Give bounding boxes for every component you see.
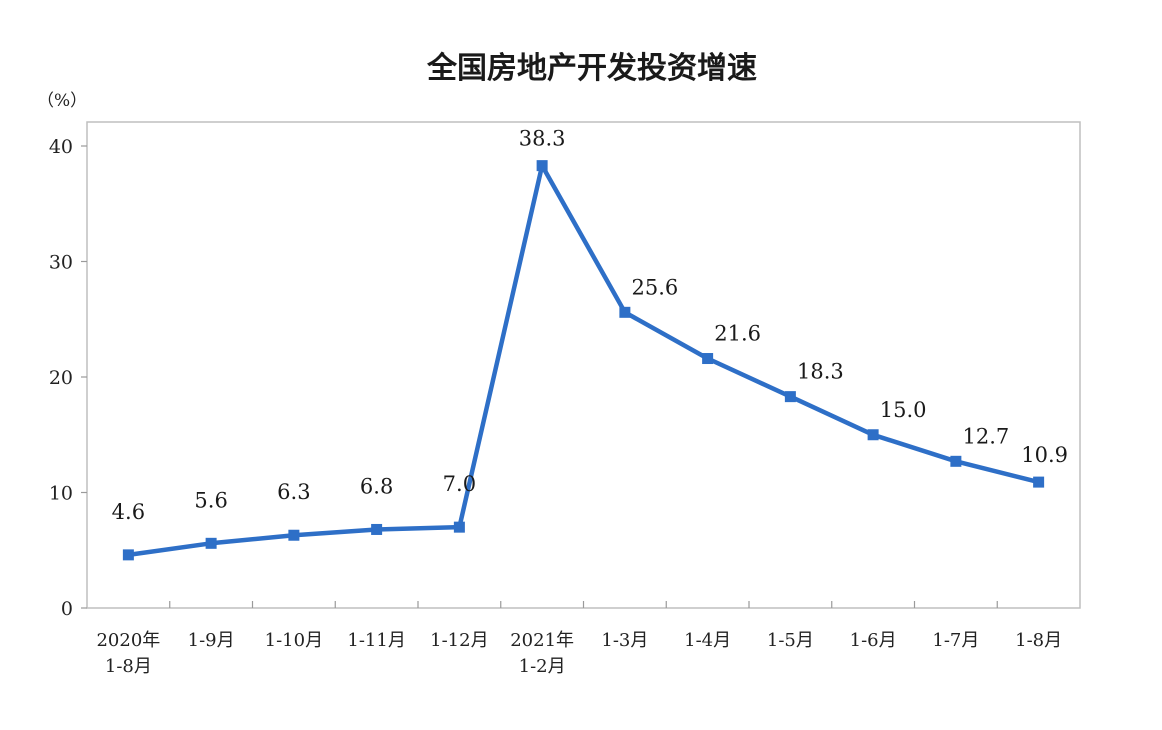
- x-tick-label: 1-7月: [932, 630, 979, 651]
- data-point-marker: [1033, 476, 1045, 488]
- y-tick-label: 10: [49, 483, 73, 505]
- y-tick-label: 0: [61, 598, 73, 620]
- plot-frame: [86, 121, 1081, 609]
- data-label: 7.0: [443, 472, 476, 496]
- data-label: 12.7: [962, 424, 1009, 448]
- x-tick-label: 1-6月: [850, 630, 897, 651]
- x-tick-label: 1-8月: [1015, 630, 1062, 651]
- data-point-marker: [453, 521, 465, 533]
- data-point-marker: [122, 549, 134, 561]
- x-tick-label: 1-12月: [430, 630, 488, 651]
- x-tick-label: 1-4月: [684, 630, 731, 651]
- data-point-marker: [288, 529, 300, 541]
- y-tick-label: 40: [49, 136, 73, 158]
- plot-area: 0 10 20 30 40 2020年 1-8月 1-9月 1-10月 1-11月 1-12月 202…: [49, 121, 1081, 677]
- data-point-marker: [950, 455, 962, 467]
- data-point-marker: [702, 353, 714, 365]
- data-label: 4.6: [112, 500, 145, 524]
- data-label: 15.0: [880, 398, 927, 422]
- data-point-marker: [867, 429, 879, 441]
- x-tick-label: 1-5月: [767, 630, 814, 651]
- y-tick-label: 30: [49, 252, 73, 274]
- x-tick-label: 2020年 1-8月: [96, 630, 160, 677]
- x-tick-label: 1-10月: [265, 630, 323, 651]
- data-label: 38.3: [519, 127, 566, 151]
- x-tick-label: 1-9月: [188, 630, 235, 651]
- data-label: 6.3: [277, 480, 310, 504]
- y-axis-unit-label: （%）: [37, 91, 87, 111]
- data-point-marker: [536, 160, 548, 172]
- data-point-marker: [205, 537, 217, 549]
- x-tick-label: 2021年 1-2月: [510, 630, 574, 677]
- x-tick-label: 1-11月: [347, 630, 405, 651]
- data-label: 5.6: [194, 488, 227, 512]
- data-point-marker: [619, 306, 631, 318]
- data-label: 18.3: [797, 360, 844, 384]
- data-point-marker: [371, 523, 383, 535]
- data-label: 25.6: [631, 275, 678, 299]
- data-point-marker: [784, 391, 796, 403]
- data-label: 6.8: [360, 474, 393, 498]
- data-label: 10.9: [1021, 443, 1068, 467]
- x-tick-label: 1-3月: [601, 630, 648, 651]
- chart-title: 全国房地产开发投资增速: [426, 51, 757, 86]
- y-tick-label: 20: [49, 367, 73, 389]
- series-line: [126, 163, 1041, 558]
- data-label: 21.6: [714, 322, 761, 346]
